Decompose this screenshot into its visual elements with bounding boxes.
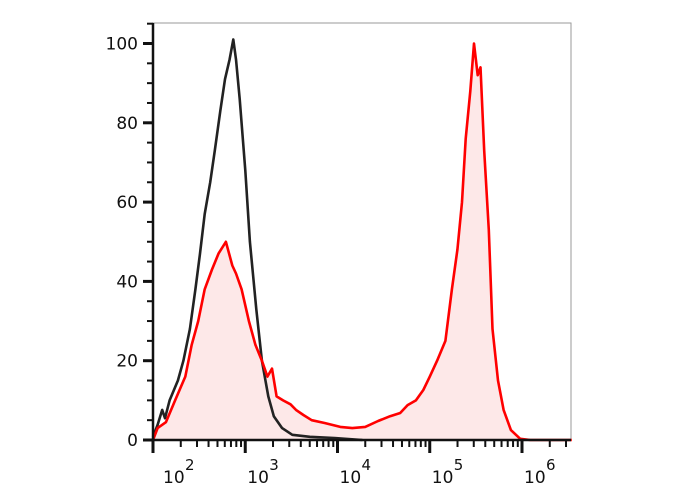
x-tick-label-exponent: 5 [454,456,464,474]
y-tick-label: 0 [127,431,138,451]
control-histogram-line [151,38,363,442]
stained-histogram-fill [153,43,572,440]
y-tick-label: 100 [106,35,138,55]
series-layer [151,38,572,442]
stained-histogram-line [151,42,572,442]
x-tick-label-exponent: 4 [362,456,372,474]
x-tick-label-base: 10 [163,468,185,488]
y-tick-label: 60 [116,193,138,213]
x-tick-label-base: 10 [340,468,362,488]
y-axis: 0 20 40 60 80 100 [106,22,155,451]
x-tick-label-exponent: 2 [185,456,195,474]
x-tick-label-exponent: 3 [269,456,279,474]
x-tick-label-base: 10 [432,468,454,488]
x-tick-label-base: 10 [247,468,269,488]
y-tick-label: 40 [116,272,138,292]
x-tick-label-base: 10 [524,468,546,488]
y-tick-label: 80 [116,114,138,134]
y-tick-label: 20 [116,352,138,372]
x-tick-label-exponent: 6 [546,456,556,474]
